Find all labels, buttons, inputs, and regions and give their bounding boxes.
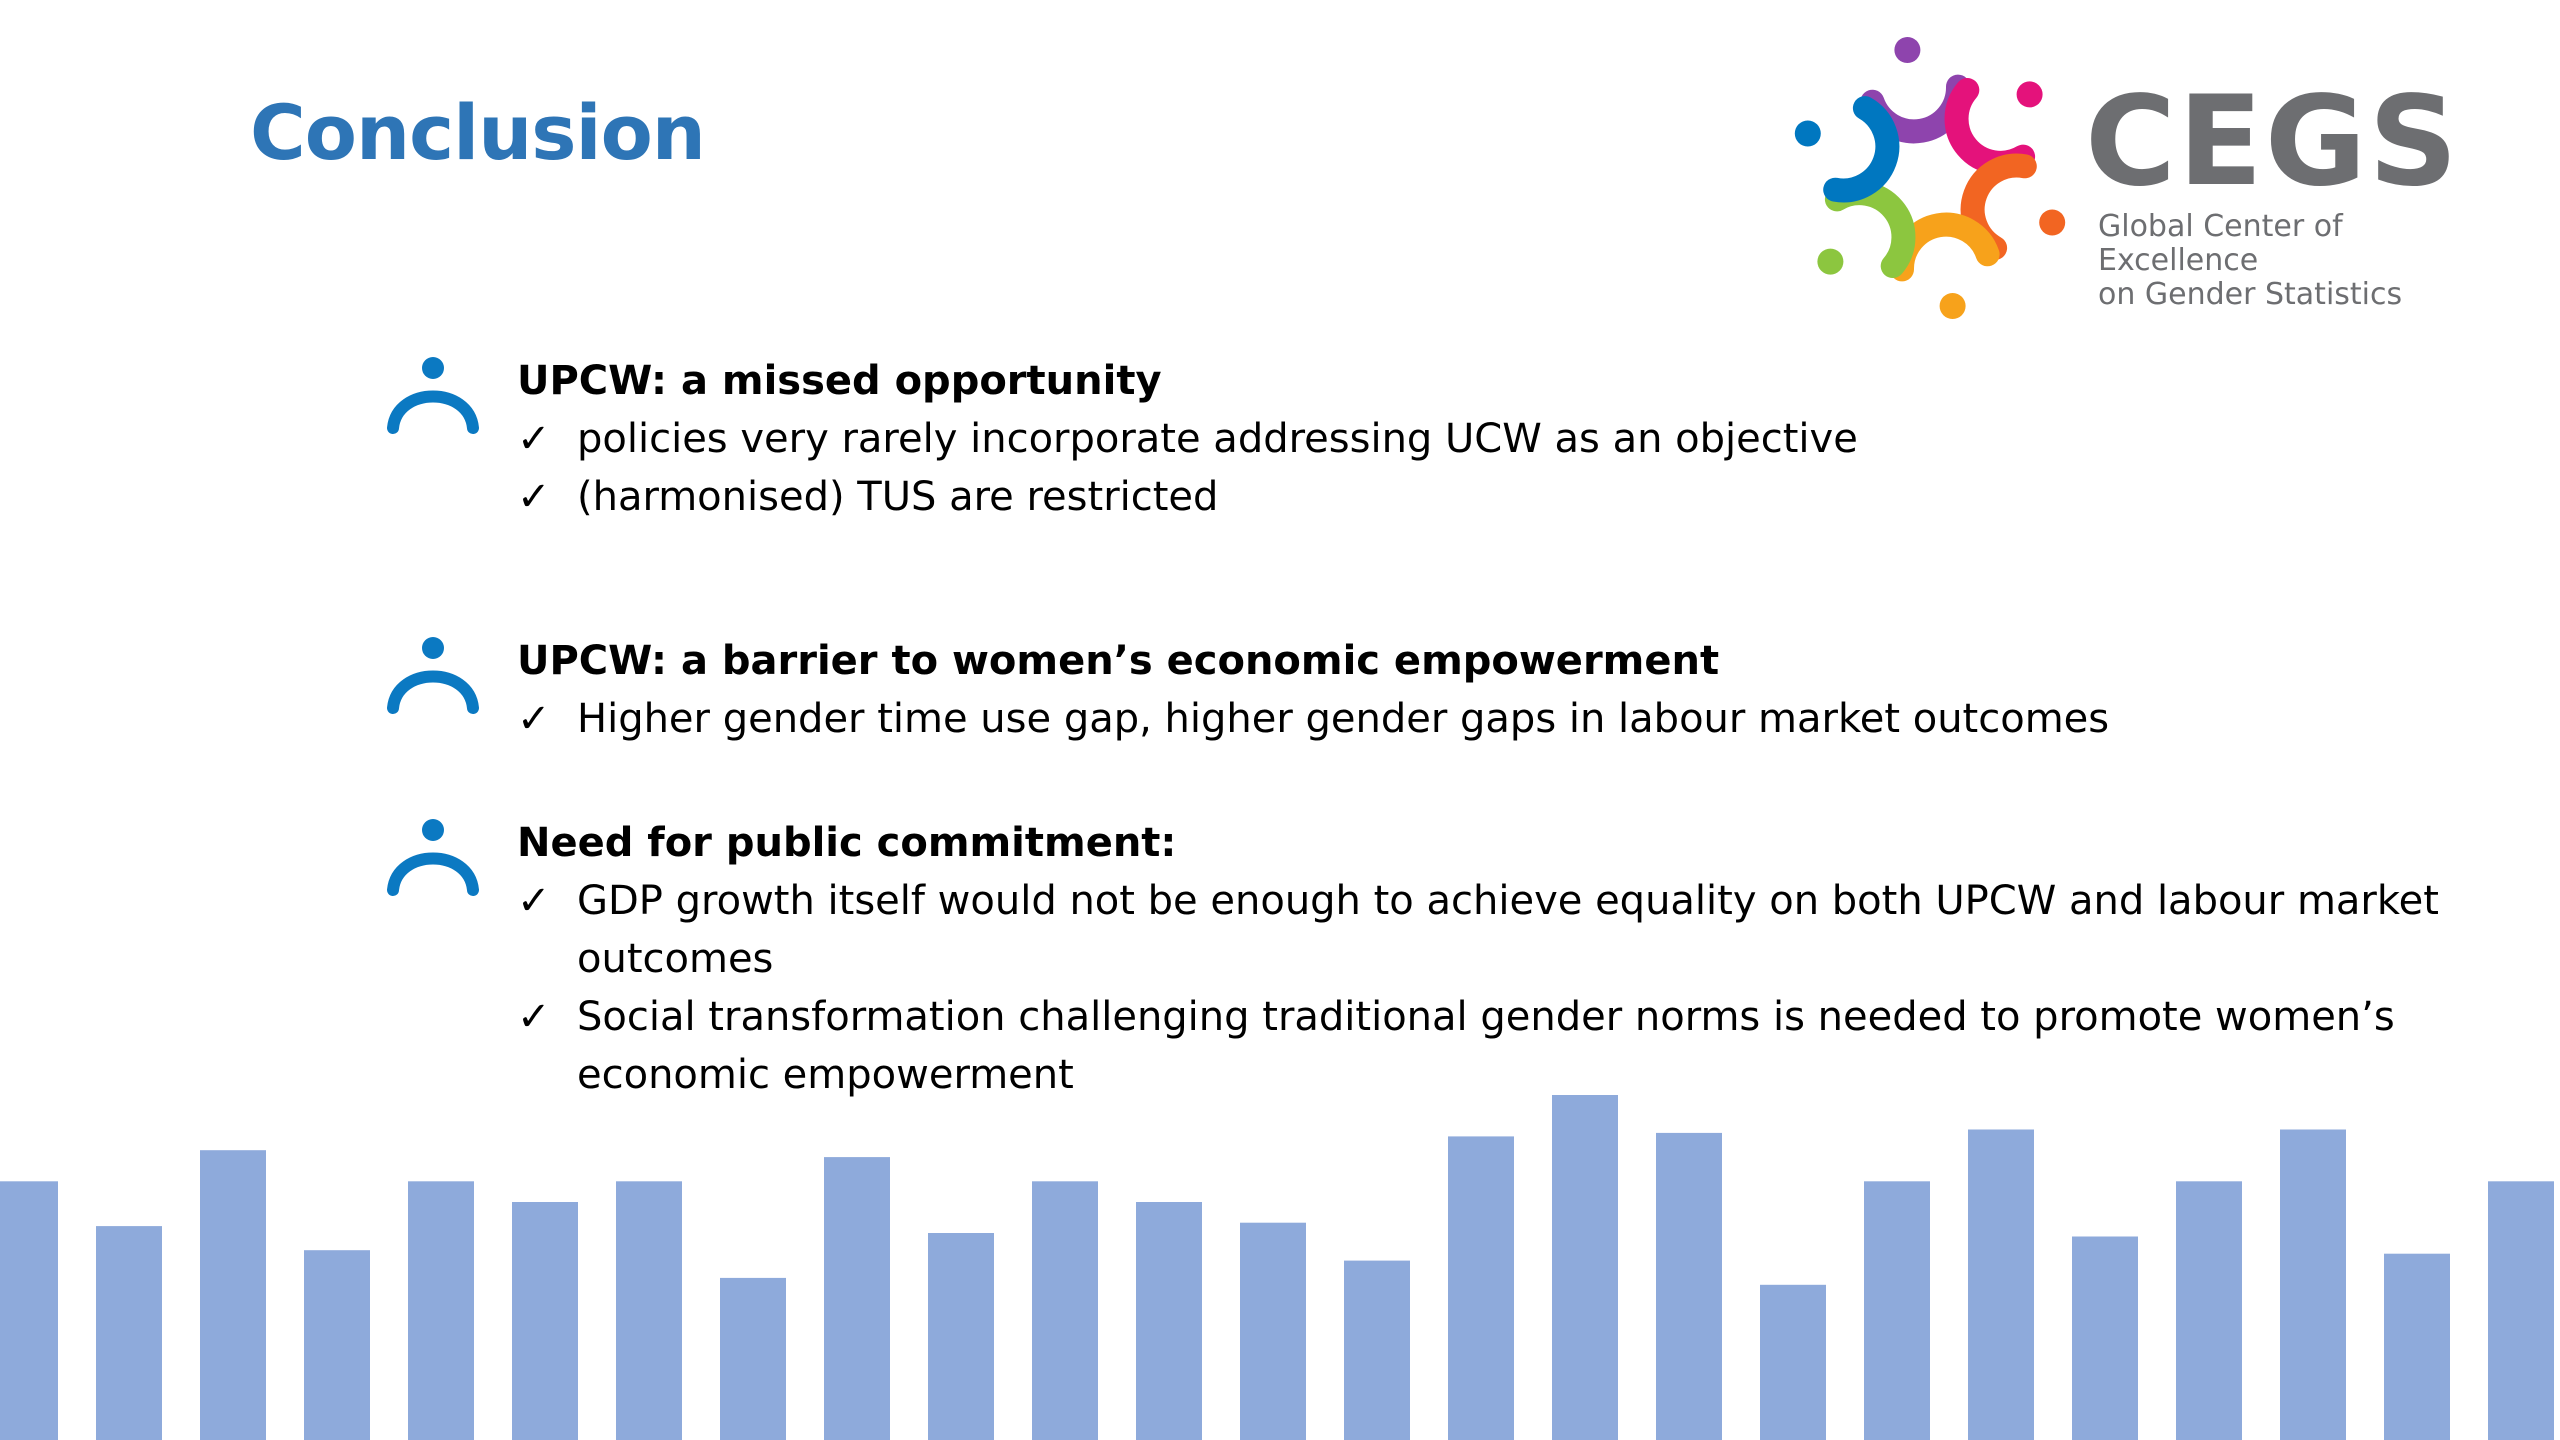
decorative-bar xyxy=(304,1250,370,1440)
section-heading: UPCW: a missed opportunity xyxy=(517,358,1162,404)
decorative-bar xyxy=(1968,1129,2034,1440)
logo-figure-head xyxy=(1939,293,1966,319)
logo-figure-head xyxy=(2039,209,2066,236)
logo-ring-arc xyxy=(1944,78,2036,175)
logo-ring-arc xyxy=(1824,181,1916,278)
decorative-bar xyxy=(2384,1253,2450,1440)
decorative-bar xyxy=(1032,1181,1098,1440)
decorative-bar xyxy=(96,1226,162,1440)
section-heading: UPCW: a barrier to women’s economic empo… xyxy=(517,638,1720,684)
decorative-bar xyxy=(1656,1132,1722,1440)
decorative-bar xyxy=(1344,1260,1410,1440)
decorative-bar xyxy=(2072,1236,2138,1440)
logo-wordmark: CEGS xyxy=(2085,70,2460,214)
decorative-bar xyxy=(0,1181,58,1440)
logo-tagline-line1: Global Center of Excellence xyxy=(2098,209,2343,278)
checkmark-icon: ✓ xyxy=(517,994,551,1040)
decorative-bar xyxy=(1552,1095,1618,1440)
cegs-logo: CEGS Global Center of Excellence on Gende… xyxy=(1780,28,2500,328)
bullet-item: ✓ Social transformation challenging tradi… xyxy=(517,988,2477,1104)
decorative-bar xyxy=(408,1181,474,1440)
logo-tagline: Global Center of Excellence on Gender Sta… xyxy=(2098,210,2500,312)
checkmark-icon: ✓ xyxy=(517,474,551,520)
checkmark-icon: ✓ xyxy=(517,878,551,924)
decorative-bar xyxy=(616,1181,682,1440)
logo-figure-head xyxy=(1894,37,1921,63)
bullet-list: ✓ Higher gender time use gap, higher gend… xyxy=(517,690,2477,748)
decorative-bar xyxy=(1240,1222,1306,1440)
bullet-text: (harmonised) TUS are restricted xyxy=(577,474,1219,520)
logo-figure-head xyxy=(1794,120,1821,147)
bullet-list: ✓ policies very rarely incorporate addres… xyxy=(517,410,2477,526)
checkmark-icon: ✓ xyxy=(517,416,551,462)
slide-title: Conclusion xyxy=(250,88,706,177)
person-icon xyxy=(387,819,479,896)
decorative-bar xyxy=(2280,1129,2346,1440)
decorative-bar xyxy=(512,1202,578,1440)
section-heading: Need for public commitment: xyxy=(517,820,1177,866)
logo-figure-head xyxy=(2016,81,2043,108)
logo-figure-head xyxy=(1817,248,1844,275)
decorative-bar xyxy=(1864,1181,1930,1440)
bullet-text: Social transformation challenging tradit… xyxy=(577,994,2395,1098)
checkmark-icon: ✓ xyxy=(517,696,551,742)
person-icon xyxy=(387,357,479,434)
bullet-list: ✓ GDP growth itself would not be enough t… xyxy=(517,872,2477,1104)
bullet-item: ✓ policies very rarely incorporate addres… xyxy=(517,410,2477,468)
decorative-bar xyxy=(2488,1181,2554,1440)
decorative-bar xyxy=(1136,1202,1202,1440)
decorative-bar xyxy=(200,1150,266,1440)
bullet-item: ✓ (harmonised) TUS are restricted xyxy=(517,468,2477,526)
logo-ring-arc xyxy=(1823,96,1900,203)
decorative-bar-strip xyxy=(0,1095,2554,1440)
decorative-bar xyxy=(824,1157,890,1440)
bullet-item: ✓ GDP growth itself would not be enough t… xyxy=(517,872,2477,988)
decorative-bar xyxy=(2176,1181,2242,1440)
decorative-bar xyxy=(1448,1136,1514,1440)
bullet-text: policies very rarely incorporate address… xyxy=(577,416,1858,462)
people-circle-logo-icon xyxy=(1794,37,2066,319)
decorative-bar xyxy=(720,1277,786,1440)
bullet-text: GDP growth itself would not be enough to… xyxy=(577,878,2439,982)
person-icon xyxy=(387,637,479,714)
decorative-bar xyxy=(1760,1284,1826,1440)
decorative-bar xyxy=(928,1233,994,1440)
logo-tagline-line2: on Gender Statistics xyxy=(2098,277,2403,312)
bullet-item: ✓ Higher gender time use gap, higher gend… xyxy=(517,690,2477,748)
bullet-text: Higher gender time use gap, higher gende… xyxy=(577,696,2110,742)
